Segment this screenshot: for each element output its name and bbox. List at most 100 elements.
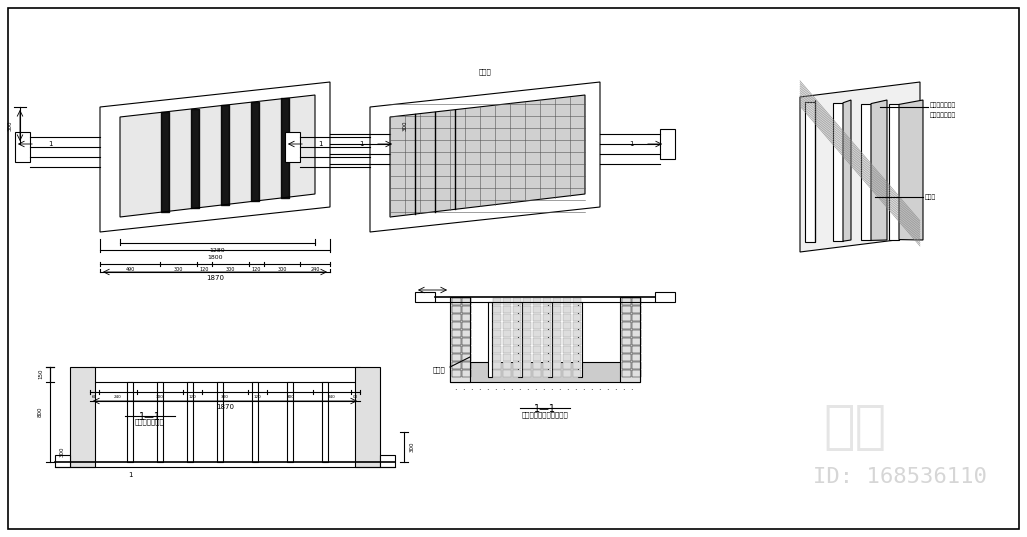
Bar (563, 370, 571, 377)
Bar (573, 306, 581, 313)
Bar (543, 362, 551, 369)
Bar (632, 298, 641, 305)
Bar (553, 330, 561, 337)
Bar (533, 346, 541, 353)
Text: 1870: 1870 (206, 275, 224, 281)
Bar (543, 306, 551, 313)
Text: ID: 168536110: ID: 168536110 (813, 467, 987, 487)
Bar (187, 382, 193, 462)
Bar (493, 314, 501, 321)
Text: 300: 300 (7, 121, 12, 131)
Bar (533, 314, 541, 321)
Bar (523, 322, 531, 329)
Bar (493, 362, 501, 369)
Text: .: . (621, 382, 624, 391)
Text: 300: 300 (403, 121, 408, 131)
Bar (622, 322, 631, 329)
Bar (622, 370, 631, 377)
Text: 1: 1 (127, 472, 132, 478)
Bar (563, 314, 571, 321)
Bar (157, 382, 163, 462)
Bar (563, 322, 571, 329)
Bar (533, 306, 541, 313)
Bar (514, 362, 521, 369)
Bar (533, 338, 541, 345)
Text: .: . (558, 382, 561, 391)
Bar (322, 382, 328, 462)
Bar (355, 367, 380, 467)
Bar (452, 338, 461, 345)
Bar (380, 455, 395, 467)
Bar (503, 306, 511, 313)
Bar (563, 306, 571, 313)
Bar (488, 302, 492, 377)
Bar (573, 298, 581, 305)
Bar (90, 367, 360, 382)
Bar (533, 354, 541, 361)
Bar (622, 354, 631, 361)
Text: .: . (486, 382, 488, 391)
Text: 300: 300 (221, 395, 229, 399)
Bar (553, 346, 561, 353)
Text: .: . (518, 382, 521, 391)
Bar (622, 306, 631, 313)
Bar (563, 346, 571, 353)
Bar (452, 306, 461, 313)
Text: 1—1: 1—1 (139, 412, 161, 422)
Bar (462, 330, 471, 337)
Bar (632, 322, 641, 329)
Text: .: . (494, 382, 496, 391)
Bar (55, 455, 70, 467)
Bar (514, 314, 521, 321)
Polygon shape (899, 100, 923, 240)
Bar (622, 362, 631, 369)
Polygon shape (833, 103, 843, 241)
Bar (523, 370, 531, 377)
Text: 知末: 知末 (824, 401, 886, 453)
Bar (655, 292, 675, 302)
Text: 1870: 1870 (216, 404, 234, 410)
Polygon shape (843, 100, 851, 241)
Bar (390, 129, 405, 159)
Text: 之间加多层滤网: 之间加多层滤网 (930, 112, 956, 118)
Text: .: . (454, 382, 456, 391)
Bar (632, 330, 641, 337)
Polygon shape (889, 104, 899, 240)
Bar (533, 298, 541, 305)
Bar (543, 314, 551, 321)
Bar (563, 330, 571, 337)
Bar (543, 354, 551, 361)
Bar (543, 298, 551, 305)
Text: 490: 490 (125, 267, 135, 272)
Bar (632, 338, 641, 345)
Bar (462, 314, 471, 321)
Bar (553, 338, 561, 345)
Bar (632, 346, 641, 353)
Bar (493, 338, 501, 345)
Polygon shape (871, 100, 887, 241)
Polygon shape (861, 104, 871, 241)
Bar (452, 370, 461, 377)
Text: 300: 300 (60, 447, 65, 457)
Text: 300: 300 (277, 267, 287, 272)
Bar (563, 298, 571, 305)
Bar (450, 362, 640, 382)
Text: .: . (534, 382, 536, 391)
Text: 120: 120 (252, 267, 261, 272)
Bar (622, 314, 631, 321)
Text: .: . (478, 382, 481, 391)
Bar (553, 354, 561, 361)
Text: 1: 1 (47, 141, 52, 147)
Text: 1: 1 (358, 141, 364, 147)
Bar (523, 306, 531, 313)
Bar (15, 132, 30, 162)
Bar (553, 322, 561, 329)
Bar (503, 346, 511, 353)
Bar (450, 297, 470, 382)
Bar (462, 362, 471, 369)
Bar (632, 370, 641, 377)
Bar (573, 338, 581, 345)
Bar (543, 330, 551, 337)
Text: 1: 1 (629, 141, 634, 147)
Bar (493, 354, 501, 361)
